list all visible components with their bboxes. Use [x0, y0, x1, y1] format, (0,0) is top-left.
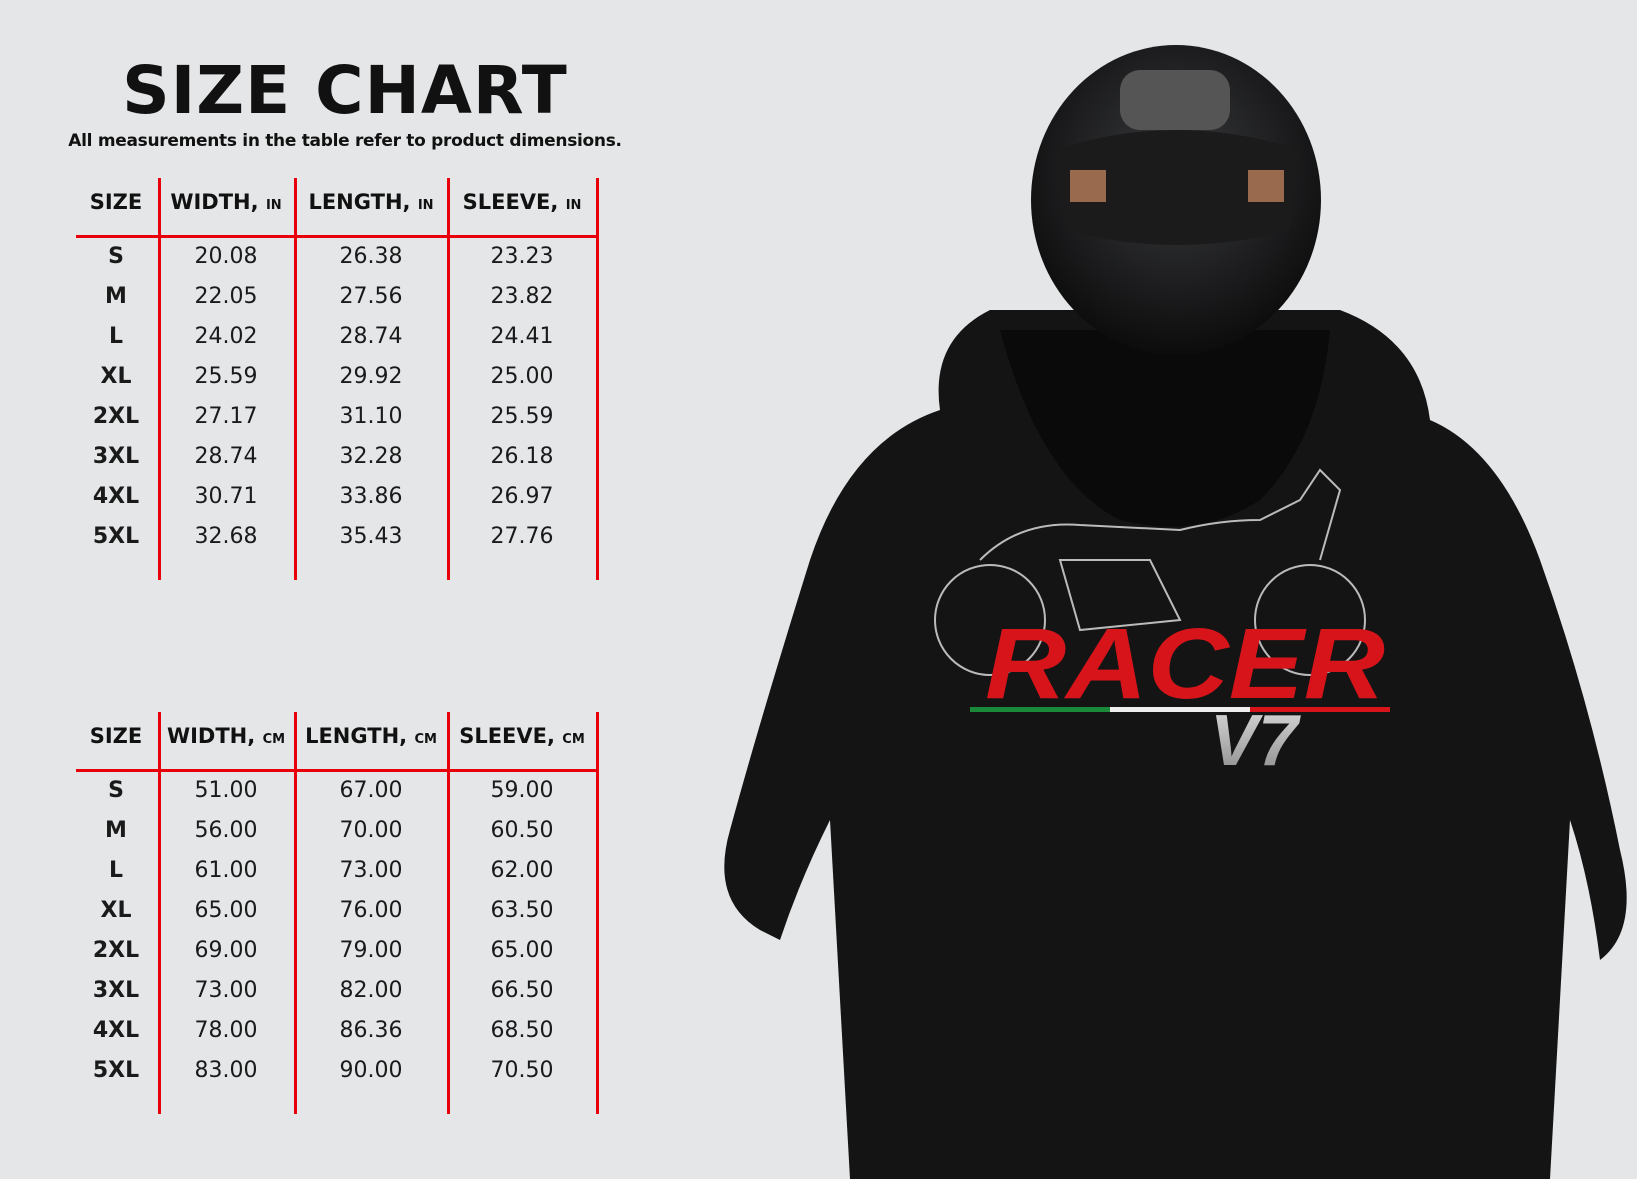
measurement-cell: 65.00	[490, 938, 554, 963]
measurement-cell: 56.00	[194, 818, 258, 843]
measurement-cell: 27.17	[194, 404, 258, 429]
size-table-in: SIZE WIDTH, IN LENGTH, IN SLEEVE, IN S 20.08 2…	[76, 178, 599, 580]
column-divider	[294, 178, 297, 580]
measurement-cell: 27.56	[339, 284, 403, 309]
measurement-cell: 25.59	[194, 364, 258, 389]
size-label: XL	[100, 898, 132, 923]
size-label: S	[108, 244, 124, 269]
size-label: L	[108, 324, 124, 349]
column-header: LENGTH, IN	[308, 190, 434, 214]
column-header: WIDTH, IN	[170, 190, 282, 214]
measurement-cell: 33.86	[339, 484, 403, 509]
measurement-cell: 31.10	[339, 404, 403, 429]
measurement-cell: 69.00	[194, 938, 258, 963]
size-label: 2XL	[92, 938, 140, 963]
model-photo: RACER V7	[724, 45, 1627, 1179]
size-label: 3XL	[92, 978, 140, 1003]
measurement-cell: 59.00	[490, 778, 554, 803]
measurement-cell: 28.74	[194, 444, 258, 469]
measurement-cell: 27.76	[490, 524, 554, 549]
size-label: M	[105, 818, 127, 843]
measurement-cell: 82.00	[339, 978, 403, 1003]
measurement-cell: 26.18	[490, 444, 554, 469]
measurement-cell: 24.41	[490, 324, 554, 349]
measurement-cell: 79.00	[339, 938, 403, 963]
measurement-cell: 65.00	[194, 898, 258, 923]
column-header: SIZE	[89, 724, 143, 748]
measurement-cell: 66.50	[490, 978, 554, 1003]
column-header: SIZE	[89, 190, 143, 214]
measurement-cell: 90.00	[339, 1058, 403, 1083]
header-divider	[76, 769, 596, 772]
measurement-cell: 30.71	[194, 484, 258, 509]
column-divider	[158, 712, 161, 1114]
hoodie	[724, 310, 1627, 1179]
measurement-cell: 70.00	[339, 818, 403, 843]
measurement-cell: 25.00	[490, 364, 554, 389]
measurement-cell: 61.00	[194, 858, 258, 883]
header-divider	[76, 235, 596, 238]
measurement-cell: 51.00	[194, 778, 258, 803]
measurement-cell: 83.00	[194, 1058, 258, 1083]
size-label: 5XL	[92, 524, 140, 549]
measurement-cell: 62.00	[490, 858, 554, 883]
size-label: 4XL	[92, 484, 140, 509]
size-table-cm: SIZE WIDTH, CM LENGTH, CM SLEEVE, CM S 51.00 6…	[76, 712, 599, 1114]
motorcycle-illustration	[934, 468, 1366, 676]
size-label: M	[105, 284, 127, 309]
column-divider	[158, 178, 161, 580]
page-subtitle: All measurements in the table refer to p…	[68, 131, 622, 151]
size-label: L	[108, 858, 124, 883]
column-divider	[596, 712, 599, 1114]
column-divider	[447, 178, 450, 580]
size-label: 2XL	[92, 404, 140, 429]
measurement-cell: 26.38	[339, 244, 403, 269]
column-divider	[447, 712, 450, 1114]
graphic-racer-text: RACER	[985, 608, 1385, 720]
measurement-cell: 32.28	[339, 444, 403, 469]
measurement-cell: 73.00	[339, 858, 403, 883]
measurement-cell: 26.97	[490, 484, 554, 509]
page-title: SIZE CHART	[122, 52, 568, 129]
measurement-cell: 86.36	[339, 1018, 403, 1043]
measurement-cell: 24.02	[194, 324, 258, 349]
column-header: SLEEVE, CM	[459, 724, 585, 748]
measurement-cell: 25.59	[490, 404, 554, 429]
measurement-cell: 32.68	[194, 524, 258, 549]
size-label: 4XL	[92, 1018, 140, 1043]
measurement-cell: 68.50	[490, 1018, 554, 1043]
measurement-cell: 35.43	[339, 524, 403, 549]
measurement-cell: 78.00	[194, 1018, 258, 1043]
measurement-cell: 76.00	[339, 898, 403, 923]
column-header: LENGTH, CM	[305, 724, 437, 748]
measurement-cell: 20.08	[194, 244, 258, 269]
measurement-cell: 29.92	[339, 364, 403, 389]
measurement-cell: 23.23	[490, 244, 554, 269]
size-label: 5XL	[92, 1058, 140, 1083]
measurement-cell: 28.74	[339, 324, 403, 349]
measurement-cell: 63.50	[490, 898, 554, 923]
measurement-cell: 73.00	[194, 978, 258, 1003]
measurement-cell: 70.50	[490, 1058, 554, 1083]
size-label: S	[108, 778, 124, 803]
measurement-cell: 22.05	[194, 284, 258, 309]
size-label: XL	[100, 364, 132, 389]
measurement-cell: 60.50	[490, 818, 554, 843]
graphic-v7-text: V7	[1210, 701, 1301, 781]
column-divider	[596, 178, 599, 580]
column-header: SLEEVE, IN	[462, 190, 582, 214]
measurement-cell: 23.82	[490, 284, 554, 309]
measurement-cell: 67.00	[339, 778, 403, 803]
size-label: 3XL	[92, 444, 140, 469]
column-divider	[294, 712, 297, 1114]
column-header: WIDTH, CM	[166, 724, 286, 748]
